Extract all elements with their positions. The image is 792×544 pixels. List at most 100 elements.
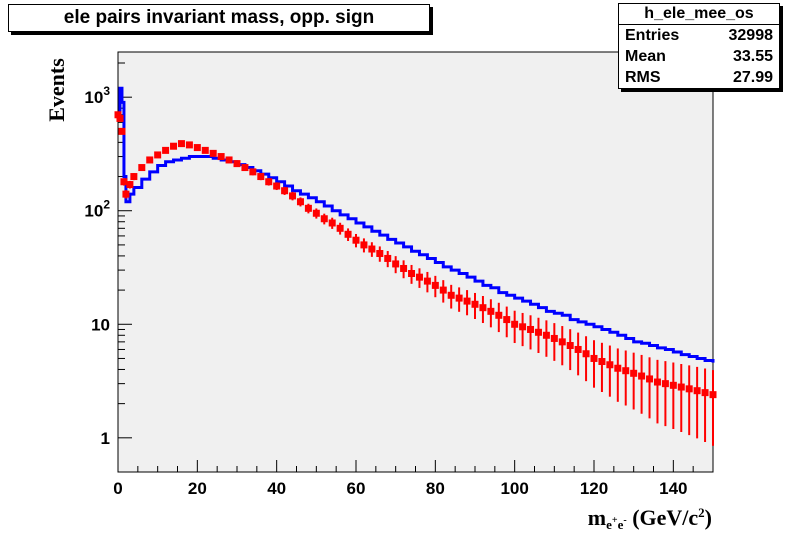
stats-row-entries: Entries 32998	[619, 25, 779, 46]
data-point	[590, 354, 598, 362]
data-point	[289, 192, 297, 200]
data-point	[503, 316, 511, 324]
data-point	[154, 151, 162, 159]
x-tick-label: 140	[659, 479, 687, 498]
y-axis-label: Events	[44, 58, 69, 122]
data-point	[455, 294, 463, 302]
data-point	[352, 236, 360, 244]
stats-label: Entries	[625, 27, 680, 44]
data-point	[209, 149, 217, 157]
data-point	[685, 385, 693, 393]
x-tick-label: 100	[500, 479, 528, 498]
data-point	[185, 141, 193, 149]
series-markers	[114, 111, 717, 446]
data-point	[312, 209, 320, 217]
y-tick-label: 1	[101, 429, 110, 448]
data-point	[162, 146, 170, 154]
stats-row-mean: Mean 33.55	[619, 46, 779, 67]
data-point	[423, 277, 431, 285]
data-point	[273, 182, 281, 190]
data-point	[638, 372, 646, 380]
stats-label: RMS	[625, 69, 661, 86]
data-point	[709, 391, 717, 399]
data-point	[118, 127, 126, 135]
data-point	[368, 245, 376, 253]
data-point	[130, 173, 138, 181]
data-point	[304, 204, 312, 212]
series-line	[118, 86, 715, 363]
data-point	[669, 381, 677, 389]
data-point	[120, 178, 128, 186]
data-point	[558, 338, 566, 346]
x-tick-label: 0	[113, 479, 122, 498]
stats-value: 32998	[728, 27, 774, 44]
data-point	[170, 142, 178, 150]
data-point	[606, 361, 614, 369]
data-point	[653, 378, 661, 386]
data-point	[376, 250, 384, 258]
data-point	[296, 198, 304, 206]
data-point	[122, 190, 130, 198]
series-layer	[114, 86, 717, 446]
data-point	[677, 383, 685, 391]
data-point	[622, 367, 630, 375]
data-point	[431, 281, 439, 289]
data-point	[495, 311, 503, 319]
data-point	[646, 375, 654, 383]
stats-label: Mean	[625, 48, 666, 65]
data-point	[384, 254, 392, 262]
data-point	[265, 178, 273, 186]
data-point	[527, 325, 535, 333]
stats-histogram-name: h_ele_mee_os	[619, 4, 779, 25]
data-point	[693, 387, 701, 395]
data-point	[114, 111, 122, 119]
y-tick-label: 102	[84, 198, 110, 221]
data-point	[511, 320, 519, 328]
data-point	[701, 389, 709, 397]
data-point	[116, 114, 124, 122]
x-tick-label: 40	[267, 479, 286, 498]
stats-value: 33.55	[732, 48, 773, 65]
data-point	[550, 334, 558, 342]
data-point	[479, 304, 487, 312]
x-tick-label: 120	[580, 479, 608, 498]
data-point	[614, 364, 622, 372]
data-point	[336, 224, 344, 232]
data-point	[126, 181, 134, 189]
data-point	[360, 241, 368, 249]
data-point	[542, 331, 550, 339]
data-point	[408, 270, 416, 278]
chart-title: ele pairs invariant mass, opp. sign	[8, 4, 430, 32]
data-point	[400, 264, 408, 272]
stats-row-rms: RMS 27.99	[619, 67, 779, 88]
data-point	[328, 219, 336, 227]
x-axis-label: me+e- (GeV/c2)	[588, 505, 712, 532]
stats-value: 27.99	[732, 69, 773, 86]
data-point	[344, 230, 352, 238]
data-point	[233, 160, 241, 168]
data-point	[463, 297, 471, 305]
data-point	[471, 300, 479, 308]
data-point	[320, 215, 328, 223]
data-point	[630, 369, 638, 377]
data-point	[225, 156, 233, 164]
data-point	[241, 164, 249, 172]
data-point	[146, 156, 154, 164]
data-point	[439, 286, 447, 294]
data-point	[519, 323, 527, 331]
x-tick-label: 80	[426, 479, 445, 498]
y-tick-label: 103	[84, 84, 110, 107]
data-point	[582, 350, 590, 358]
data-point	[392, 260, 400, 268]
data-point	[598, 358, 606, 366]
data-point	[661, 380, 669, 388]
data-point	[281, 187, 289, 195]
data-point	[201, 146, 209, 154]
data-point	[217, 153, 225, 161]
data-point	[193, 144, 201, 152]
x-tick-label: 20	[188, 479, 207, 498]
data-point	[574, 345, 582, 353]
data-point	[415, 273, 423, 281]
data-point	[487, 307, 495, 315]
